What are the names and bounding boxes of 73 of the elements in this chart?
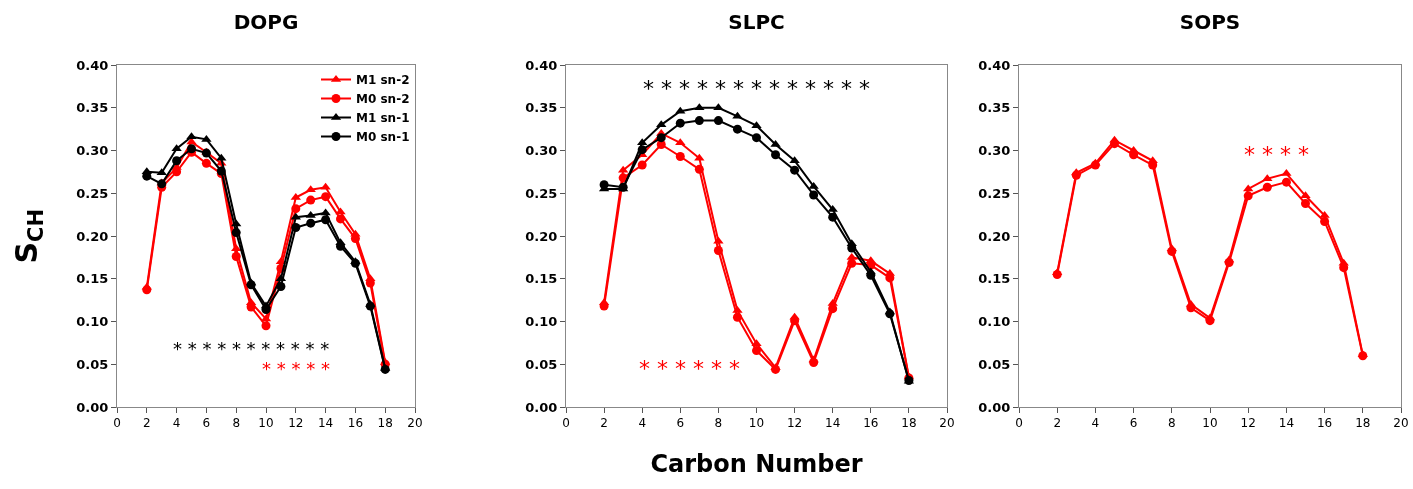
- x-tick-label: 12: [786, 416, 803, 431]
- chart-title: SOPS: [1179, 10, 1241, 34]
- annotation: * * * * * * * * * * * * *: [643, 76, 870, 101]
- x-tick-label: 8: [1167, 416, 1176, 431]
- y-tick-label: 0.20: [76, 228, 109, 244]
- y-tick-label: 0.20: [525, 228, 558, 244]
- x-tick-label: 0: [113, 416, 121, 431]
- y-tick-label: 0.40: [525, 57, 558, 73]
- x-tick-label: 16: [863, 416, 879, 431]
- annotation: * * * * *: [262, 358, 330, 379]
- y-tick-label: 0.15: [525, 271, 558, 287]
- x-tick-label: 0: [562, 416, 570, 431]
- x-tick-label: 10: [1202, 416, 1218, 431]
- y-tick-label: 0.40: [978, 57, 1011, 73]
- x-tick-label: 10: [748, 416, 765, 431]
- y-tick-label: 0.25: [76, 185, 109, 201]
- x-tick-label: 2: [1053, 416, 1062, 431]
- legend-label: M0 sn-2: [356, 92, 410, 107]
- x-tick-label: 16: [347, 416, 364, 431]
- y-tick-label: 0.10: [525, 314, 558, 330]
- x-tick-label: 20: [939, 416, 955, 431]
- x-tick-label: 2: [600, 416, 608, 431]
- x-tick-label: 14: [317, 416, 334, 431]
- x-tick-label: 14: [825, 416, 841, 431]
- x-tick-label: 18: [901, 416, 917, 431]
- y-tick-label: 0.10: [978, 314, 1011, 330]
- y-tick-label: 0.00: [525, 399, 558, 415]
- y-tick-label: 0.05: [978, 356, 1011, 372]
- x-tick-label: 16: [1316, 416, 1333, 431]
- x-tick-label: 4: [1091, 416, 1100, 431]
- x-tick-label: 20: [1393, 416, 1409, 431]
- x-tick-label: 18: [1355, 416, 1371, 431]
- annotation: * * * * * * * * * * *: [173, 338, 330, 359]
- x-tick-label: 4: [172, 416, 181, 431]
- x-axis-title: Carbon Number: [650, 449, 863, 478]
- y-tick-label: 0.40: [76, 57, 109, 73]
- x-tick-label: 18: [377, 416, 393, 431]
- x-tick-label: 6: [676, 416, 685, 431]
- chart-title: SLPC: [728, 10, 785, 34]
- y-tick-label: 0.25: [525, 185, 558, 201]
- x-tick-label: 6: [202, 416, 211, 431]
- x-tick-label: 6: [1129, 416, 1138, 431]
- x-tick-label: 8: [714, 416, 723, 431]
- y-tick-label: 0.30: [978, 143, 1011, 159]
- legend-label: M1 sn-2: [356, 73, 410, 88]
- y-tick-label: 0.10: [76, 314, 109, 330]
- y-tick-label: 0.05: [525, 356, 558, 372]
- y-tick-label: 0.05: [76, 356, 109, 372]
- x-tick-label: 10: [258, 416, 274, 431]
- x-tick-label: 2: [142, 416, 151, 431]
- y-tick-label: 0.35: [76, 100, 109, 116]
- x-tick-label: 4: [638, 416, 647, 431]
- y-tick-label: 0.15: [76, 271, 109, 287]
- x-tick-label: 8: [232, 416, 241, 431]
- x-tick-label: 20: [407, 416, 423, 431]
- y-tick-label: 0.00: [76, 399, 109, 415]
- y-tick-label: 0.35: [525, 100, 558, 116]
- x-tick-label: 0: [1015, 416, 1023, 431]
- y-tick-label: 0.15: [978, 271, 1011, 287]
- chart-title: DOPG: [233, 10, 299, 34]
- legend-label: M0 sn-1: [356, 130, 410, 145]
- y-tick-label: 0.30: [525, 143, 558, 159]
- legend-label: M1 sn-1: [356, 111, 410, 126]
- y-tick-label: 0.20: [978, 228, 1011, 244]
- annotation: * * * * * *: [639, 356, 740, 381]
- y-tick-label: 0.35: [978, 100, 1011, 116]
- y-tick-label: 0.30: [76, 143, 109, 159]
- x-tick-label: 12: [288, 416, 304, 431]
- annotation: * * * *: [1244, 142, 1309, 167]
- x-tick-label: 14: [1278, 416, 1295, 431]
- y-tick-label: 0.00: [978, 399, 1011, 415]
- x-tick-label: 12: [1240, 416, 1256, 431]
- y-tick-label: 0.25: [978, 185, 1011, 201]
